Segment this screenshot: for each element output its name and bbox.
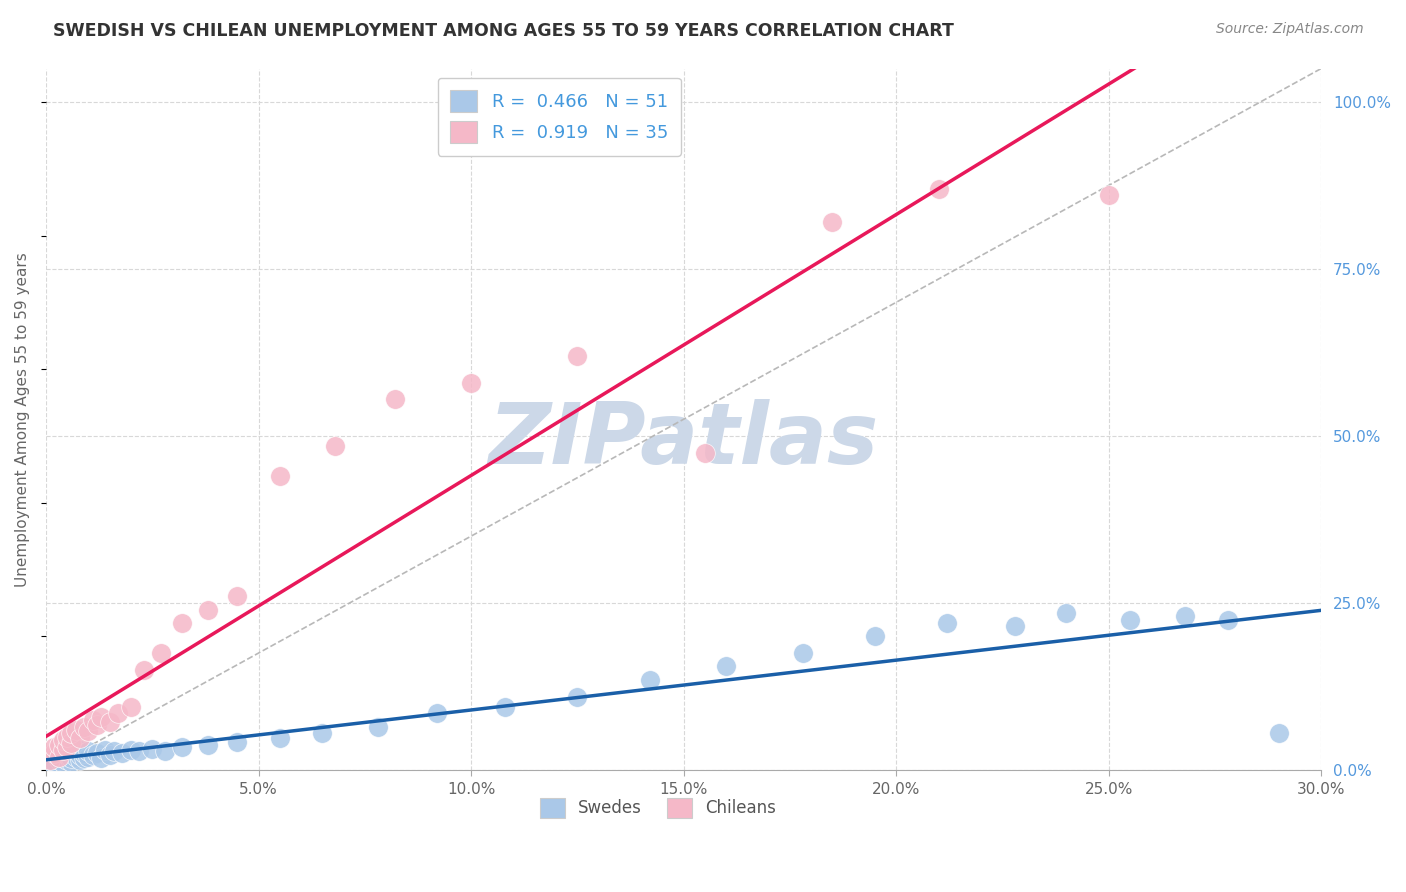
Point xyxy=(1119,613,1142,627)
Point xyxy=(69,748,91,763)
Point xyxy=(82,748,104,763)
Point xyxy=(460,376,482,390)
Point xyxy=(197,602,219,616)
Point xyxy=(141,741,163,756)
Point xyxy=(197,738,219,752)
Point xyxy=(60,736,83,750)
Point xyxy=(52,743,75,757)
Point xyxy=(863,629,886,643)
Point xyxy=(153,744,176,758)
Point xyxy=(120,743,142,757)
Point xyxy=(73,751,96,765)
Point xyxy=(323,439,346,453)
Point xyxy=(1216,613,1239,627)
Point xyxy=(86,717,108,731)
Point xyxy=(821,215,844,229)
Point xyxy=(52,751,75,765)
Point xyxy=(73,747,96,761)
Point xyxy=(52,756,75,771)
Point xyxy=(48,749,70,764)
Point xyxy=(86,747,108,761)
Point xyxy=(69,731,91,745)
Point xyxy=(77,724,100,739)
Y-axis label: Unemployment Among Ages 55 to 59 years: Unemployment Among Ages 55 to 59 years xyxy=(15,252,30,587)
Point xyxy=(226,589,249,603)
Text: ZIPatlas: ZIPatlas xyxy=(488,399,879,482)
Point xyxy=(567,690,589,704)
Point xyxy=(98,714,121,729)
Point xyxy=(1267,726,1289,740)
Point xyxy=(132,663,155,677)
Point xyxy=(69,743,91,757)
Point xyxy=(98,748,121,763)
Point xyxy=(56,748,79,763)
Point xyxy=(426,706,449,721)
Point xyxy=(90,751,112,765)
Point xyxy=(170,739,193,754)
Point xyxy=(48,749,70,764)
Point xyxy=(60,755,83,769)
Point xyxy=(928,182,950,196)
Point xyxy=(77,744,100,758)
Point xyxy=(226,735,249,749)
Point xyxy=(48,753,70,767)
Point xyxy=(311,726,333,740)
Point xyxy=(65,723,87,737)
Point xyxy=(170,615,193,630)
Point xyxy=(39,757,62,772)
Point xyxy=(44,747,66,761)
Point xyxy=(56,739,79,754)
Point xyxy=(367,720,389,734)
Point xyxy=(69,753,91,767)
Point xyxy=(128,744,150,758)
Point xyxy=(56,753,79,767)
Point xyxy=(792,646,814,660)
Point xyxy=(77,749,100,764)
Point xyxy=(48,738,70,752)
Point xyxy=(60,747,83,761)
Point xyxy=(44,755,66,769)
Point xyxy=(56,730,79,744)
Point xyxy=(1174,609,1197,624)
Point xyxy=(638,673,661,687)
Point xyxy=(693,445,716,459)
Point xyxy=(107,706,129,721)
Point xyxy=(567,349,589,363)
Point xyxy=(103,744,125,758)
Point xyxy=(120,699,142,714)
Point xyxy=(52,733,75,747)
Legend: Swedes, Chileans: Swedes, Chileans xyxy=(533,791,783,825)
Point xyxy=(384,392,406,407)
Point xyxy=(73,720,96,734)
Point xyxy=(269,731,291,745)
Point xyxy=(111,747,134,761)
Point xyxy=(494,699,516,714)
Point xyxy=(714,659,737,673)
Point xyxy=(1054,606,1077,620)
Point xyxy=(90,709,112,723)
Point xyxy=(65,749,87,764)
Point xyxy=(936,615,959,630)
Point xyxy=(269,469,291,483)
Text: Source: ZipAtlas.com: Source: ZipAtlas.com xyxy=(1216,22,1364,37)
Point xyxy=(149,646,172,660)
Point xyxy=(1098,188,1121,202)
Point xyxy=(82,713,104,727)
Point xyxy=(1004,619,1026,633)
Point xyxy=(94,743,117,757)
Point xyxy=(60,726,83,740)
Point xyxy=(60,751,83,765)
Point xyxy=(39,753,62,767)
Point xyxy=(44,739,66,754)
Point xyxy=(65,744,87,758)
Text: SWEDISH VS CHILEAN UNEMPLOYMENT AMONG AGES 55 TO 59 YEARS CORRELATION CHART: SWEDISH VS CHILEAN UNEMPLOYMENT AMONG AG… xyxy=(53,22,955,40)
